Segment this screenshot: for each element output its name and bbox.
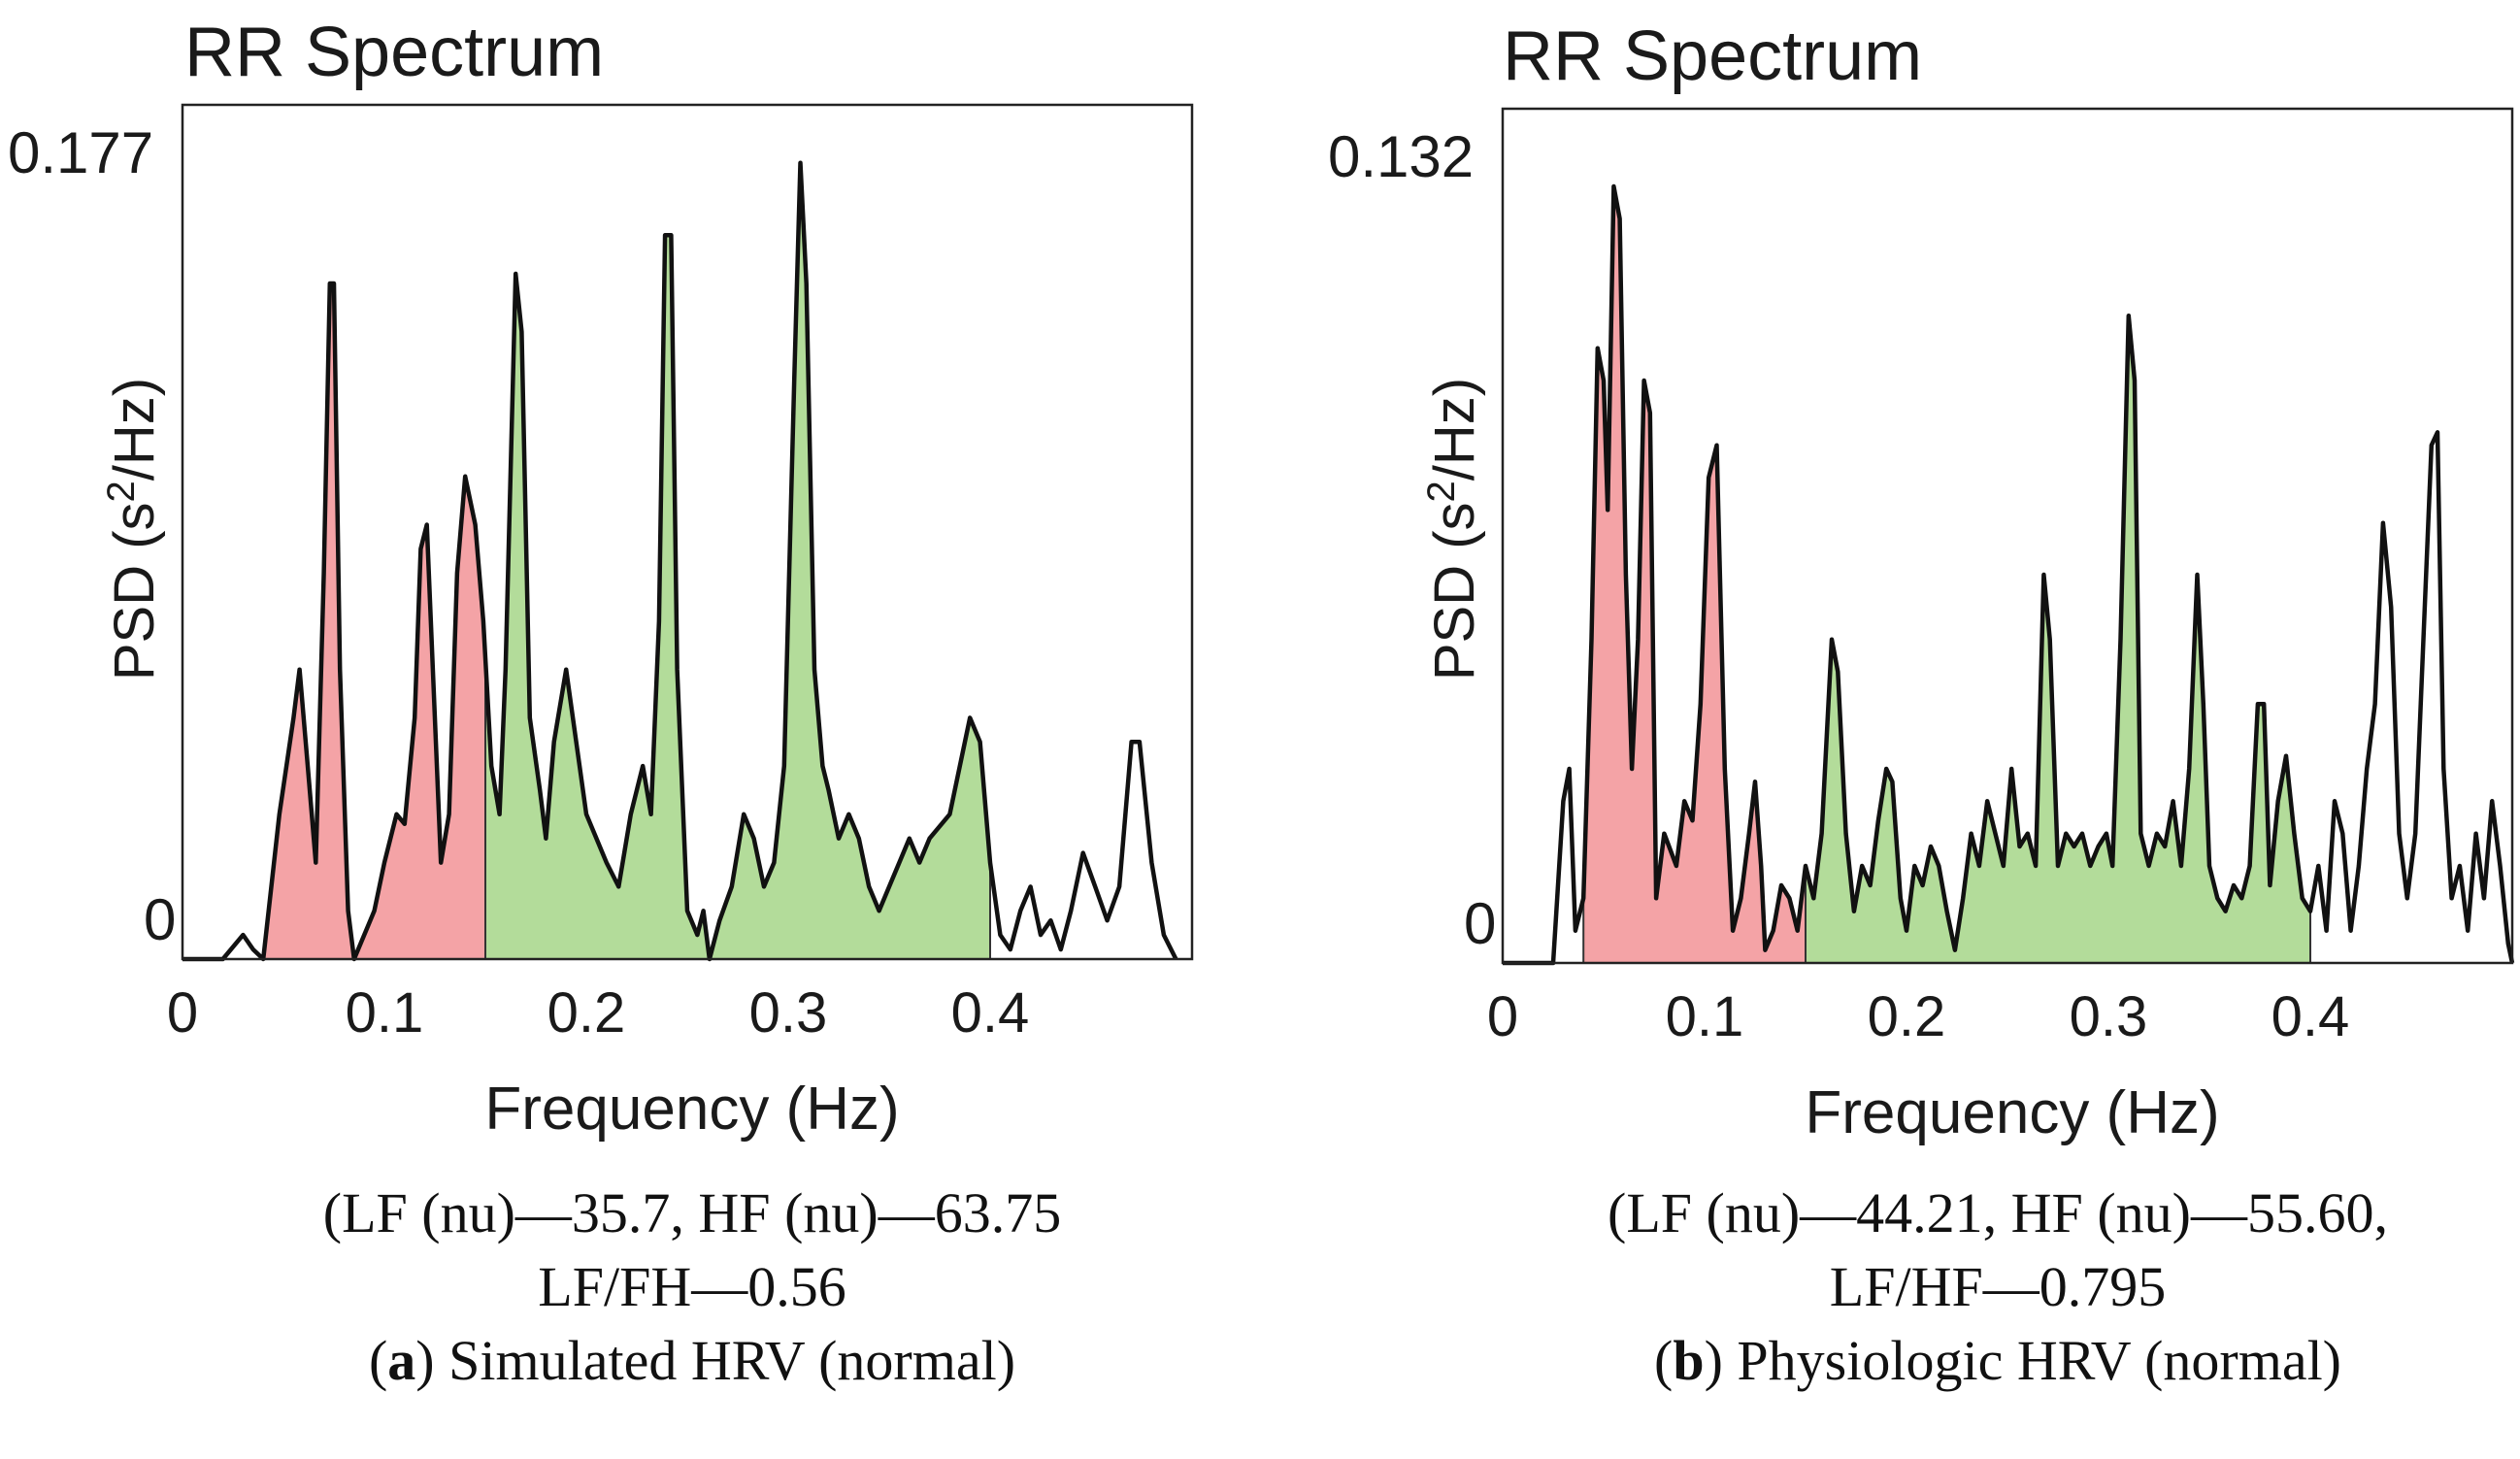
panel-b-band-hf xyxy=(1806,315,2310,963)
panel-a-caption-line1: (LF (nu)—35.7, HF (nu)—63.75 xyxy=(322,1181,1062,1244)
panel-a-y-axis-label: PSD (s2/Hz) xyxy=(100,378,166,680)
panel-a-plot-frame xyxy=(181,103,1194,961)
panel-a-x-axis-label: Frequency (Hz) xyxy=(484,1076,899,1143)
panel-a-band-hf xyxy=(485,162,990,959)
panel-b-caption-line2: LF/HF—0.795 xyxy=(1829,1255,2167,1318)
panel-a-plot-area xyxy=(181,103,1194,962)
panel-a-xtick-1: 0.1 xyxy=(346,981,424,1045)
panel-a-xtick-0: 0 xyxy=(167,981,198,1045)
panel-a-caption-label-line: (a) Simulated HRV (normal) xyxy=(368,1329,1016,1392)
panel-b-band-lf xyxy=(1583,186,1806,963)
panel-a-psd-line xyxy=(182,160,1178,962)
panel-b-y-axis-label: PSD (s2/Hz) xyxy=(1420,378,1486,680)
panel-a-y-max-label: 0.177 xyxy=(8,120,153,185)
panel-a-band-lf xyxy=(263,283,485,959)
panel-a-chart: RR Spectrum 0.177 0 PSD (s2/Hz) Frequenc… xyxy=(8,14,1194,1143)
panel-b-title: RR Spectrum xyxy=(1503,17,1922,95)
panel-b-caption: (LF (nu)—44.21, HF (nu)—55.60, LF/HF—0.7… xyxy=(1464,1177,2520,1398)
panel-b-xtick-1: 0.1 xyxy=(1666,985,1744,1048)
panel-b-chart: RR Spectrum 0.132 0 PSD (s2/Hz) Frequenc… xyxy=(1328,17,2515,1146)
panel-b-caption-line1: (LF (nu)—44.21, HF (nu)—55.60, xyxy=(1608,1181,2388,1244)
panel-b-xtick-3: 0.3 xyxy=(2070,985,2148,1048)
panel-b-caption-letter: b xyxy=(1673,1329,1705,1392)
panel-a-caption-desc: Simulated HRV (normal) xyxy=(448,1329,1016,1392)
panel-b-x-ticks: 0 0.1 0.2 0.3 0.4 xyxy=(1487,985,2349,1048)
panel-a-caption-letter: a xyxy=(387,1329,416,1392)
panel-b-plot-frame xyxy=(1501,107,2514,965)
panel-a-xtick-4: 0.4 xyxy=(951,981,1030,1045)
panel-a-y-min-label: 0 xyxy=(144,887,176,952)
panel-b-caption-label-line: (b) Physiologic HRV (normal) xyxy=(1653,1329,2341,1392)
panel-a-x-ticks: 0 0.1 0.2 0.3 0.4 xyxy=(167,981,1029,1045)
panel-b-xtick-4: 0.4 xyxy=(2271,985,2350,1048)
panel-a-xtick-2: 0.2 xyxy=(547,981,626,1045)
panel-b-psd-line xyxy=(1503,183,2515,966)
panel-a-caption-line2: LF/FH—0.56 xyxy=(538,1255,846,1318)
panel-b-y-max-label: 0.132 xyxy=(1328,124,1474,189)
panel-b-xtick-0: 0 xyxy=(1487,985,1518,1048)
panel-b-xtick-2: 0.2 xyxy=(1868,985,1946,1048)
panel-a-xtick-3: 0.3 xyxy=(749,981,828,1045)
panel-b-x-axis-label: Frequency (Hz) xyxy=(1805,1079,2219,1146)
panel-b-y-min-label: 0 xyxy=(1464,891,1496,956)
panel-a-title: RR Spectrum xyxy=(184,14,604,91)
panel-a-caption: (LF (nu)—35.7, HF (nu)—63.75 LF/FH—0.56 … xyxy=(158,1177,1226,1398)
panel-b-plot-area xyxy=(1501,107,2515,966)
panel-b-caption-desc: Physiologic HRV (normal) xyxy=(1737,1329,2341,1392)
